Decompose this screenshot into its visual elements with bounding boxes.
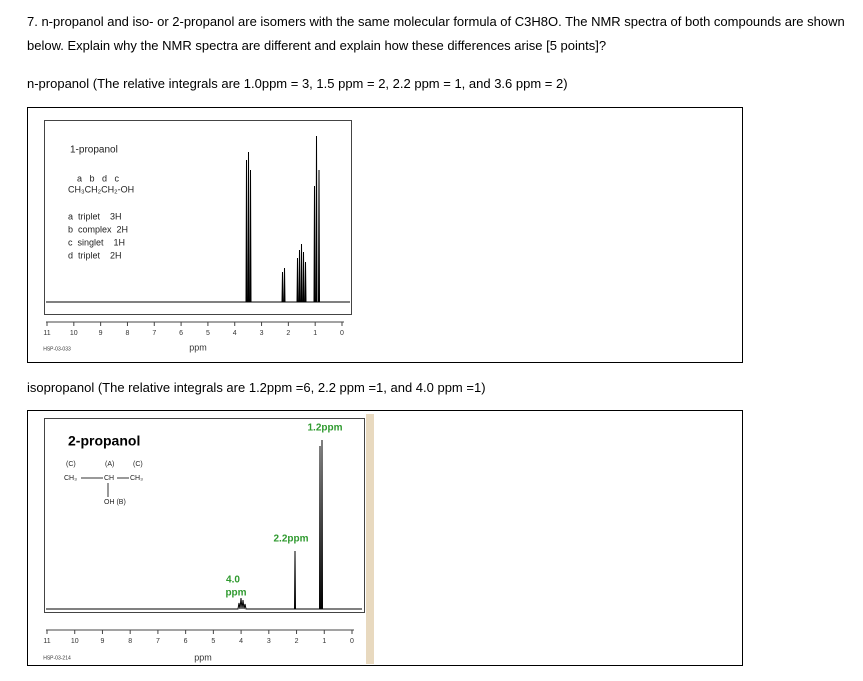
tick-label: 2 — [286, 330, 290, 337]
formula: OH (B) — [104, 499, 126, 506]
question-line: 7. n-propanol and iso- or 2-propanol are… — [27, 14, 845, 29]
assignment: d triplet 2H — [68, 250, 122, 260]
question-line: below. Explain why the NMR spectra are d… — [27, 38, 607, 53]
formula: CH₃ — [64, 475, 77, 482]
plot-frame — [44, 120, 352, 315]
spectrum-title: 2-propanol — [68, 433, 140, 449]
spectrum-trace — [46, 439, 362, 610]
tick-label: 9 — [101, 638, 105, 645]
group: (C) — [66, 461, 76, 468]
tick-label: 7 — [156, 638, 160, 645]
code: HSP-03-214 — [43, 655, 71, 661]
assignment: c singlet 1H — [68, 237, 125, 247]
plot-frame — [44, 418, 365, 613]
tick-label: 4 — [239, 638, 243, 645]
tick-label: 9 — [99, 330, 103, 337]
tick-label: 11 — [43, 330, 50, 337]
group: (C) — [133, 461, 143, 468]
labels: a b d c — [77, 173, 120, 183]
shadow — [366, 414, 374, 664]
tick-label: 6 — [184, 638, 188, 645]
code: HSP-03-033 — [43, 346, 71, 352]
assignment: b complex 2H — [68, 224, 128, 234]
group: (A) — [105, 461, 114, 468]
tick-label: 7 — [152, 330, 156, 337]
tick-label: 3 — [260, 330, 264, 337]
caption: isopropanol (The relative integrals are … — [27, 380, 486, 395]
tick-label: 0 — [350, 638, 354, 645]
tick-label: 5 — [206, 330, 210, 337]
tick-label: 4 — [233, 330, 237, 337]
image-frame — [27, 107, 743, 363]
formula: CH₃CH₂CH₂-OH — [68, 184, 134, 194]
unit: ppm — [194, 652, 212, 662]
tick-label: 5 — [211, 638, 215, 645]
tick-label: 1 — [313, 330, 317, 337]
tick-label: 0 — [340, 330, 344, 337]
image-frame — [27, 410, 743, 666]
tick-label: 6 — [179, 330, 183, 337]
tick-label: 11 — [43, 638, 50, 645]
tick-label: 10 — [70, 330, 78, 337]
spectrum-trace — [46, 135, 350, 303]
tick-label: 8 — [126, 330, 130, 337]
tick-label: 8 — [128, 638, 132, 645]
peak-label: 4.0 — [226, 575, 240, 586]
formula: CH₃ — [130, 475, 143, 482]
assignment: a triplet 3H — [68, 211, 122, 221]
formula: CH — [104, 475, 114, 482]
tick-label: 1 — [322, 638, 326, 645]
peak-label: ppm — [225, 588, 246, 599]
tick-label: 3 — [267, 638, 271, 645]
spectrum-title: 1-propanol — [70, 145, 118, 156]
tick-label: 2 — [295, 638, 299, 645]
tick-label: 10 — [71, 638, 79, 645]
peak-label: 2.2ppm — [273, 534, 308, 545]
peak-label: 1.2ppm — [307, 423, 342, 434]
unit: ppm — [189, 342, 207, 352]
caption: n-propanol (The relative integrals are 1… — [27, 76, 568, 91]
